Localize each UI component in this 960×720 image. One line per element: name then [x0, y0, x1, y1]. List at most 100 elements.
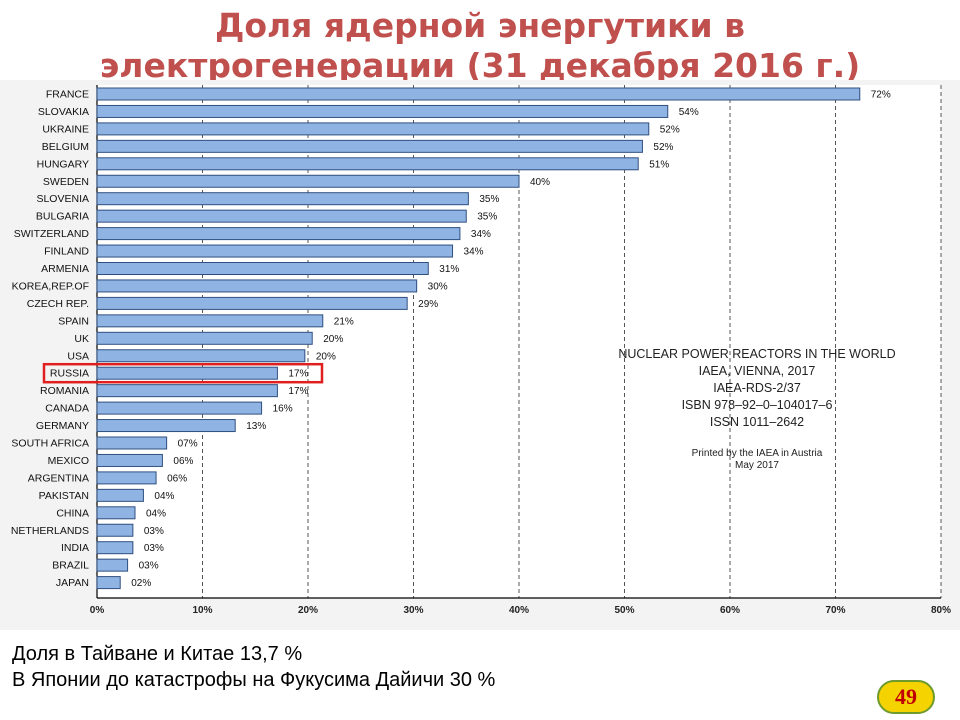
category-label: SLOVAKIA	[38, 106, 89, 118]
footnote-line1: Доля в Тайване и Китае 13,7 %	[12, 643, 303, 665]
bar	[96, 174, 520, 188]
value-label: 21%	[334, 316, 354, 327]
value-label: 20%	[323, 334, 343, 345]
category-label: JAPAN	[56, 577, 89, 589]
bar	[96, 488, 144, 502]
category-label: SPAIN	[58, 315, 89, 327]
value-label: 40%	[530, 177, 550, 188]
value-label: 03%	[139, 561, 159, 572]
category-label: INDIA	[61, 542, 89, 554]
category-label: UK	[74, 333, 89, 345]
source-note-line: IAEA, VIENNA, 2017	[699, 364, 816, 378]
value-label: 04%	[146, 508, 166, 519]
chart-panel: 0% 10% 20% 30% 40% 50% 60% 70% 80% FRANCE 72% SLOVA…	[0, 80, 960, 630]
bar	[96, 349, 306, 363]
slide-title-line2: электрогенерации (31 декабря 2016 г.)	[99, 46, 861, 85]
value-label: 20%	[316, 351, 336, 362]
bar	[96, 541, 134, 555]
category-label: RUSSIA	[50, 368, 89, 380]
category-label: BELGIUM	[42, 141, 89, 153]
bar	[96, 157, 639, 171]
category-label: USA	[67, 350, 89, 362]
slide-title-line1: Доля ядерной энергутики в	[214, 6, 746, 45]
x-tick-label: 10%	[192, 605, 212, 616]
value-label: 31%	[439, 264, 459, 275]
category-label: BRAZIL	[52, 560, 89, 572]
category-label: CZECH REP.	[27, 298, 89, 310]
bar	[96, 366, 278, 380]
x-tick-label: 60%	[720, 605, 740, 616]
category-label: ARMENIA	[41, 263, 89, 275]
category-label: FINLAND	[44, 246, 89, 258]
footnote-line2: В Японии до катастрофы на Фукусима Дайич…	[12, 669, 496, 691]
value-label: 52%	[660, 124, 680, 135]
category-label: HUNGARY	[37, 158, 89, 170]
bar	[96, 139, 643, 153]
value-label: 52%	[653, 142, 673, 153]
bar	[96, 244, 454, 258]
bar	[96, 314, 324, 328]
bar	[96, 279, 418, 293]
x-tick-label: 40%	[509, 605, 529, 616]
highlight-box	[42, 362, 324, 384]
category-label: ROMANIA	[40, 385, 89, 397]
category-label: SWEDEN	[43, 176, 89, 188]
value-label: 04%	[154, 491, 174, 502]
category-label: NETHERLANDS	[11, 525, 89, 537]
bar	[96, 506, 136, 520]
x-tick-label: 20%	[298, 605, 318, 616]
value-label: 54%	[679, 107, 699, 118]
value-label: 02%	[131, 578, 151, 589]
category-label: UKRAINE	[42, 123, 89, 135]
value-label: 03%	[144, 543, 164, 554]
value-label: 30%	[428, 281, 448, 292]
x-tick-label: 70%	[825, 605, 845, 616]
value-label: 13%	[246, 421, 266, 432]
value-label: 07%	[178, 439, 198, 450]
category-label: SLOVENIA	[36, 193, 89, 205]
nuclear-share-bar-chart: 0% 10% 20% 30% 40% 50% 60% 70% 80% FRANCE 72% SLOVA…	[11, 85, 951, 616]
category-label: GERMANY	[36, 420, 89, 432]
bar	[96, 471, 157, 485]
source-note-line: ISBN 978–92–0–104017–6	[682, 398, 833, 412]
value-label: 06%	[167, 473, 187, 484]
category-label: CHINA	[56, 507, 89, 519]
page-number-badge: 49	[877, 680, 935, 714]
category-label: CANADA	[45, 403, 89, 415]
bar	[96, 331, 313, 345]
value-label: 34%	[471, 229, 491, 240]
value-label: 03%	[144, 526, 164, 537]
bar	[96, 227, 461, 241]
bar	[96, 122, 650, 136]
bar	[96, 453, 163, 467]
category-label: PAKISTAN	[39, 490, 89, 502]
x-tick-label: 80%	[931, 605, 951, 616]
source-note-line: NUCLEAR POWER REACTORS IN THE WORLD	[618, 347, 895, 361]
value-label: 72%	[871, 90, 891, 101]
bar	[96, 192, 469, 206]
value-label: 17%	[288, 386, 308, 397]
value-label: 17%	[288, 369, 308, 380]
slide-footnote: Доля в Тайване и Китае 13,7 % В Японии д…	[12, 641, 495, 693]
value-label: 35%	[477, 212, 497, 223]
category-label: KOREA,REP.OF	[12, 280, 89, 292]
bar	[96, 523, 134, 537]
category-label: SOUTH AFRICA	[11, 438, 89, 450]
value-label: 51%	[649, 159, 669, 170]
x-tick-label: 30%	[403, 605, 423, 616]
bar	[96, 262, 429, 275]
source-note-line: ISSN 1011–2642	[710, 415, 804, 429]
bar	[96, 296, 408, 310]
category-label: BULGARIA	[36, 211, 89, 223]
value-label: 29%	[418, 299, 438, 310]
bar	[96, 209, 467, 223]
bar	[96, 576, 121, 590]
bar	[96, 558, 129, 572]
value-label: 06%	[173, 456, 193, 467]
value-label: 34%	[464, 247, 484, 258]
source-printed-line: May 2017	[735, 460, 779, 471]
bar	[96, 401, 263, 415]
slide-title: Доля ядерной энергутики в электрогенерац…	[0, 6, 960, 86]
bar	[96, 419, 236, 433]
source-note-line: IAEA-RDS-2/37	[713, 381, 801, 395]
